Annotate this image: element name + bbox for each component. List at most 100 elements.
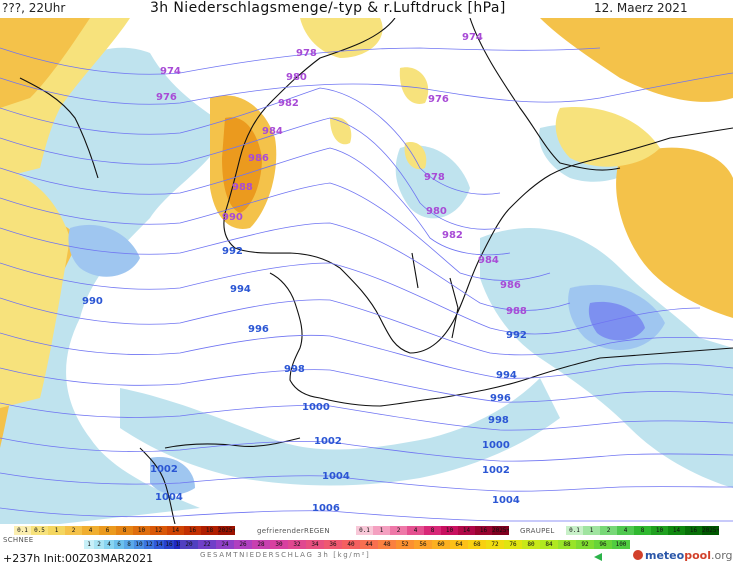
- isobar-1002: [0, 507, 733, 522]
- snow-band-west: [0, 47, 230, 524]
- rain-west-north-heavy: [0, 18, 90, 108]
- isobar-label: 1000: [302, 402, 330, 413]
- logo-part-meteo: meteo: [645, 549, 685, 562]
- legend-swatch: 16: [475, 526, 492, 535]
- legend-swatch: 4: [82, 526, 99, 535]
- isobar-label: 994: [496, 370, 517, 381]
- isobar-label: 980: [426, 206, 447, 217]
- legend-swatch: 18: [174, 540, 184, 549]
- legend-swatch: 12: [144, 540, 154, 549]
- precipitation-legend: 0.1 0.5 1 2 4 6 8 10 12 14 16 18 2025+ gefrierenderR…: [0, 524, 733, 566]
- heavy-snow-nl: [150, 457, 195, 495]
- isobar-label: 982: [442, 230, 463, 241]
- weather-map: 974 976 978 980 982 984 986 988 990 974 …: [0, 18, 733, 524]
- legend-swatch: 88: [558, 540, 576, 549]
- isobar-label: 992: [506, 330, 527, 341]
- header-bar: ???, 22Uhr 3h Niederschlagsmenge/-typ & …: [0, 0, 733, 18]
- isobar-label: 984: [478, 255, 499, 266]
- logo-part-org: .org: [710, 549, 733, 562]
- legend-swatch: 76: [504, 540, 522, 549]
- legend-swatch: 6: [99, 526, 116, 535]
- legend-swatch: 16: [685, 526, 702, 535]
- rain-north-patch: [399, 67, 429, 104]
- heavy-snow-west: [68, 224, 140, 277]
- legend-swatch: 14: [458, 526, 475, 535]
- isobar-label: 1004: [322, 471, 350, 482]
- isobar-984: [0, 182, 551, 281]
- isobar-label: 1000: [482, 440, 510, 451]
- legend-swatch: 2025+: [492, 526, 509, 535]
- baltic-south-coast: [319, 347, 733, 407]
- coastlines: [19, 18, 733, 524]
- isobar-label: 1002: [314, 436, 342, 447]
- legend-swatch: 30: [270, 540, 288, 549]
- legend-swatch: 2025+: [218, 526, 235, 535]
- isobar-992: [0, 332, 733, 379]
- legend-swatch: 16: [164, 540, 174, 549]
- heavy-snow-areas: [68, 224, 665, 495]
- isobar-980: [0, 117, 501, 230]
- rain-north-east: [540, 18, 733, 102]
- isobar-label: 978: [424, 172, 445, 183]
- logo-dot-icon: [633, 550, 643, 560]
- isobar-label: 986: [500, 280, 521, 291]
- legend-swatch: 12: [150, 526, 167, 535]
- freezing-rain-scale: 0.1 1 2 4 8 10 14 16 2025+: [356, 526, 509, 535]
- legend-swatch: 36: [324, 540, 342, 549]
- legend-swatch: 1: [373, 526, 390, 535]
- legend-swatch: 2: [390, 526, 407, 535]
- map-title: 3h Niederschlagsmenge/-typ & r.Luftdruck…: [150, 0, 506, 16]
- netherlands-coast: [139, 447, 176, 524]
- legend-swatch: 26: [234, 540, 252, 549]
- isobar-label: 1004: [155, 492, 183, 503]
- legend-swatch: 8: [124, 540, 134, 549]
- heavy-snow-east-core: [588, 301, 645, 341]
- legend-swatch: 4: [104, 540, 114, 549]
- legend-swatch: 92: [576, 540, 594, 549]
- legend-swatch: 1: [48, 526, 65, 535]
- rain-north-top: [300, 18, 383, 58]
- legend-swatch: 44: [360, 540, 378, 549]
- meteopool-logo[interactable]: meteopool.org: [633, 549, 733, 562]
- isobar-998: [0, 437, 733, 462]
- rain-west-band: [0, 168, 70, 408]
- isobar-label: 992: [222, 246, 243, 257]
- isobar-label: 984: [262, 126, 283, 137]
- isobar-label: 986: [248, 153, 269, 164]
- isobar-990: [0, 297, 733, 356]
- legend-swatch: 40: [342, 540, 360, 549]
- isobar-label: 1002: [150, 464, 178, 475]
- denmark-coast: [269, 272, 321, 399]
- isobar-label: 1002: [482, 465, 510, 476]
- forecast-time: ???, 22Uhr: [2, 1, 66, 15]
- legend-swatch: 8: [116, 526, 133, 535]
- legend-swatch: 10: [133, 526, 150, 535]
- legend-swatch: 84: [540, 540, 558, 549]
- legend-swatch: 14: [167, 526, 184, 535]
- legend-swatch: 32: [288, 540, 306, 549]
- finland-coast: [469, 18, 621, 171]
- isobars: [0, 47, 733, 522]
- isobar-978: [0, 87, 501, 195]
- isobar-label: 978: [296, 48, 317, 59]
- isobar-label: 974: [160, 66, 181, 77]
- snow-band-central: [120, 378, 560, 486]
- legend-swatch: 16: [184, 526, 201, 535]
- isobar-996: [0, 402, 733, 431]
- legend-swatch: 2: [600, 526, 617, 535]
- isobar-994: [0, 367, 733, 403]
- legend-swatch: 0.5: [31, 526, 48, 535]
- snow-scale: 1 2 4 6 8 10 12 14 16 18: [84, 540, 184, 549]
- isobar-label: 988: [232, 182, 253, 193]
- legend-swatch: 64: [450, 540, 468, 549]
- legend-swatch: 1: [84, 540, 94, 549]
- init-time: +237h Init:00Z03MAR2021: [3, 552, 154, 565]
- legend-swatch: 4: [407, 526, 424, 535]
- legend-swatch: 2: [65, 526, 82, 535]
- isobar-labels-north: 974 976 978 980 982 984 986 988 990 974 …: [156, 32, 527, 317]
- isobar-label: 976: [156, 92, 177, 103]
- rain-precip-areas: [0, 18, 733, 448]
- legend-swatch: 0.1: [566, 526, 583, 535]
- isobar-974: [0, 47, 601, 75]
- isobar-label: 1006: [312, 503, 340, 514]
